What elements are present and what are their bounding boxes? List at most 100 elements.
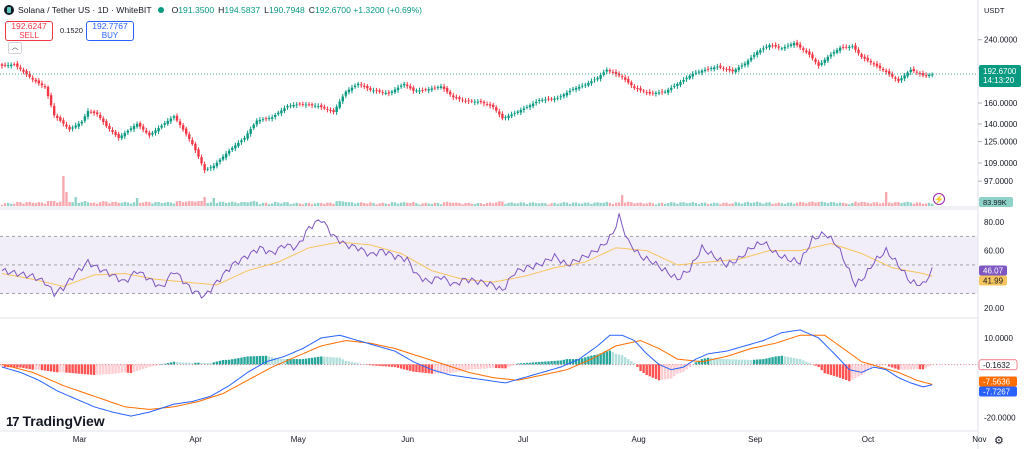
candle-body bbox=[80, 121, 84, 124]
candle-body bbox=[452, 95, 455, 98]
candle-body bbox=[0, 64, 4, 66]
volume-bar bbox=[657, 203, 661, 206]
candle-body bbox=[22, 69, 25, 72]
volume-bar bbox=[356, 202, 360, 206]
candle-body bbox=[915, 71, 919, 73]
candle-body bbox=[151, 132, 154, 135]
volume-bar bbox=[866, 202, 869, 206]
macd-histogram-bar bbox=[326, 356, 329, 365]
candle-body bbox=[682, 79, 685, 82]
macd-histogram-bar bbox=[393, 364, 397, 368]
volume-bar bbox=[359, 202, 363, 206]
volume-bar bbox=[762, 203, 765, 206]
macd-histogram-bar bbox=[261, 355, 265, 365]
candle-body bbox=[194, 143, 197, 151]
macd-histogram-bar bbox=[660, 364, 664, 380]
candle-body bbox=[135, 123, 139, 127]
candle-body bbox=[138, 123, 142, 127]
candle-body bbox=[111, 129, 114, 132]
candle-body bbox=[786, 45, 790, 47]
volume-bar bbox=[829, 202, 833, 206]
volume-bar bbox=[71, 202, 74, 206]
macd-value-label: -7.7267 bbox=[983, 387, 1011, 396]
candle-body bbox=[670, 87, 673, 90]
volume-bar bbox=[387, 203, 391, 206]
volume-bar bbox=[544, 203, 547, 206]
gear-icon[interactable]: ⚙ bbox=[994, 435, 1004, 447]
sell-button[interactable]: 192.6247 SELL bbox=[5, 21, 53, 41]
lightning-icon[interactable]: ⚡ bbox=[933, 193, 945, 205]
volume-bar bbox=[590, 203, 593, 206]
macd-histogram-bar bbox=[436, 364, 440, 374]
macd-histogram-bar bbox=[289, 359, 292, 365]
macd-histogram-bar bbox=[0, 364, 4, 368]
macd-histogram-bar bbox=[884, 364, 888, 366]
volume-bar bbox=[814, 202, 817, 206]
macd-histogram-bar bbox=[218, 360, 222, 365]
candle-body bbox=[31, 77, 34, 80]
macd-histogram-bar bbox=[881, 364, 885, 366]
volume-bar bbox=[341, 201, 344, 206]
volume-bar bbox=[19, 202, 22, 206]
macd-histogram-bar bbox=[206, 362, 209, 365]
volume-bar bbox=[261, 202, 265, 206]
candle-body bbox=[630, 82, 633, 86]
volume-bar bbox=[74, 197, 77, 206]
candle-body bbox=[835, 49, 839, 53]
candle-body bbox=[596, 77, 599, 80]
volume-bar bbox=[473, 204, 476, 206]
candle-body bbox=[811, 54, 814, 59]
candle-body bbox=[399, 85, 403, 87]
symbol-title[interactable]: Solana / Tether US · 1D · WhiteBIT bbox=[18, 5, 152, 15]
candle-body bbox=[700, 70, 704, 73]
macd-histogram-bar bbox=[577, 359, 581, 365]
candle-body bbox=[46, 86, 50, 97]
buy-button[interactable]: 192.7767 BUY bbox=[86, 21, 134, 41]
macd-histogram-bar bbox=[123, 364, 126, 373]
macd-histogram-bar bbox=[501, 364, 504, 369]
candle-body bbox=[581, 85, 584, 87]
volume-bar bbox=[28, 201, 31, 206]
candle-body bbox=[891, 74, 894, 77]
volume-bar bbox=[694, 203, 698, 206]
macd-histogram-bar bbox=[246, 356, 249, 365]
candle-body bbox=[338, 101, 341, 108]
volume-bar bbox=[464, 203, 467, 206]
macd-histogram-bar bbox=[249, 356, 252, 365]
candle-body bbox=[415, 90, 418, 92]
volume-bar bbox=[46, 201, 50, 206]
macd-histogram-bar bbox=[323, 356, 326, 365]
volume-bar bbox=[436, 202, 440, 206]
candle-body bbox=[344, 91, 348, 96]
candle-body bbox=[396, 87, 400, 91]
chevron-up-icon[interactable]: ︿ bbox=[8, 42, 22, 54]
candle-body bbox=[488, 104, 492, 106]
volume-bar bbox=[743, 202, 747, 206]
volume-bar bbox=[178, 201, 182, 206]
macd-histogram-bar bbox=[200, 362, 203, 365]
candle-body bbox=[777, 46, 780, 48]
candle-body bbox=[731, 69, 734, 72]
candle-body bbox=[461, 99, 464, 101]
macd-histogram-bar bbox=[777, 356, 780, 365]
volume-bar bbox=[307, 203, 311, 206]
macd-histogram-bar bbox=[654, 364, 658, 379]
candle-body bbox=[888, 71, 891, 75]
macd-histogram-bar bbox=[178, 362, 182, 365]
macd-histogram-bar bbox=[108, 364, 111, 375]
macd-histogram-bar bbox=[875, 364, 879, 366]
macd-histogram-bar bbox=[498, 364, 501, 369]
candle-body bbox=[802, 48, 805, 50]
candle-body bbox=[427, 89, 430, 91]
volume-bar bbox=[682, 202, 685, 206]
rsi-value-label: 46.07 bbox=[983, 267, 1004, 276]
macd-histogram-bar bbox=[378, 364, 381, 366]
macd-histogram-bar bbox=[602, 352, 605, 365]
candle-body bbox=[34, 79, 37, 82]
macd-histogram-bar bbox=[188, 362, 191, 365]
macd-histogram-bar bbox=[740, 359, 744, 365]
macd-histogram-bar bbox=[900, 364, 903, 370]
candle-body bbox=[283, 108, 286, 112]
volume-bar bbox=[835, 203, 839, 206]
